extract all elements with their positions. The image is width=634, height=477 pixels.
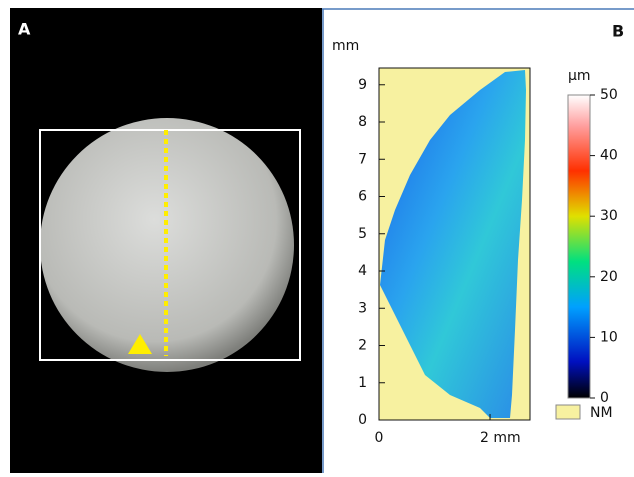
colorbar-tick-label: 30 xyxy=(600,208,618,224)
colorbar-tick-label: 20 xyxy=(600,269,618,285)
y-unit: mm xyxy=(332,38,359,54)
y-tick-label: 3 xyxy=(358,300,367,316)
colorbar xyxy=(568,95,590,398)
colorbar-tick-label: 0 xyxy=(600,390,609,406)
panel-b: B mm µm NM xyxy=(322,9,634,473)
panel-label: A xyxy=(18,20,31,39)
y-tick-label: 7 xyxy=(358,151,367,167)
x-tick-label: 0 xyxy=(375,430,384,446)
colorbar-tick-label: 10 xyxy=(600,329,618,345)
figure: A B mm µm NM 0 1 2 3 4 5 6 7 8 9 0 2 mm 0 10 20 30 40 50 xyxy=(0,0,634,473)
y-tick-label: 6 xyxy=(358,189,367,205)
y-tick-label: 8 xyxy=(358,114,367,130)
y-tick-label: 2 xyxy=(358,338,367,354)
y-tick-label: 0 xyxy=(358,412,367,428)
panel-a: A xyxy=(10,8,322,473)
colorbar-tick-label: 50 xyxy=(600,87,618,103)
sample-disk xyxy=(40,118,294,372)
colorbar-tick-label: 40 xyxy=(600,148,618,164)
colorbar-unit: µm xyxy=(568,68,591,84)
y-tick-label: 9 xyxy=(358,77,367,93)
panel-label: B xyxy=(612,22,624,41)
y-tick-label: 5 xyxy=(358,226,367,242)
y-tick-label: 1 xyxy=(358,375,367,391)
legend-label: NM xyxy=(590,405,613,421)
legend-swatch xyxy=(556,405,580,419)
y-tick-label: 4 xyxy=(358,263,367,279)
x-tick-label: 2 mm xyxy=(480,430,521,446)
